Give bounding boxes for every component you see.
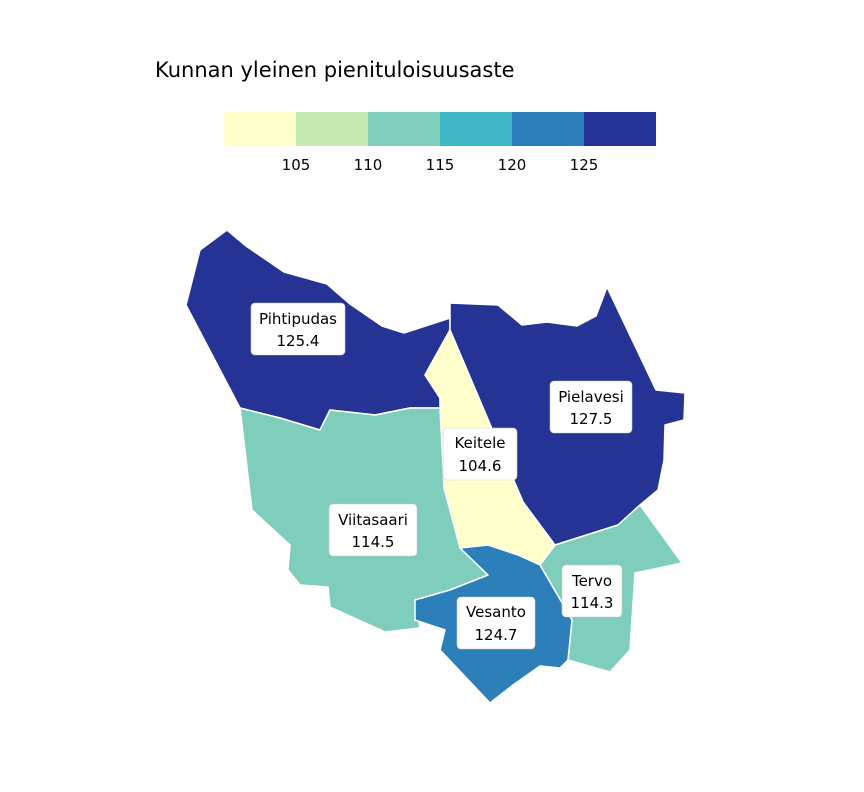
label-box xyxy=(442,427,518,481)
legend-bin xyxy=(368,112,440,146)
legend-bin xyxy=(224,112,296,146)
legend-tick: 120 xyxy=(498,156,527,174)
legend-tick: 125 xyxy=(570,156,599,174)
region-name: Pihtipudas xyxy=(259,310,337,328)
regions xyxy=(185,229,686,704)
legend-bin xyxy=(512,112,584,146)
region-name: Pielavesi xyxy=(558,388,624,406)
label-pihtipudas: Pihtipudas 125.4 xyxy=(250,302,346,356)
region-labels: Pihtipudas 125.4 Pielavesi 127.5 Keitele… xyxy=(250,302,633,650)
region-value: 104.6 xyxy=(459,457,502,475)
label-box xyxy=(250,302,346,356)
region-name: Keitele xyxy=(455,434,506,452)
legend-bin xyxy=(584,112,656,146)
region-value: 124.7 xyxy=(475,626,518,644)
map-title: Kunnan yleinen pienituloisuusaste xyxy=(155,58,515,82)
legend-bin xyxy=(440,112,512,146)
label-pielavesi: Pielavesi 127.5 xyxy=(549,380,633,434)
legend-tick: 110 xyxy=(354,156,383,174)
region-value: 114.3 xyxy=(571,594,614,612)
label-vesanto: Vesanto 124.7 xyxy=(456,596,536,650)
region-value: 114.5 xyxy=(352,533,395,551)
region-value: 125.4 xyxy=(277,332,320,350)
label-tervo: Tervo 114.3 xyxy=(561,564,623,618)
label-box xyxy=(456,596,536,650)
label-keitele: Keitele 104.6 xyxy=(442,427,518,481)
label-box xyxy=(561,564,623,618)
legend-tick: 115 xyxy=(426,156,455,174)
region-value: 127.5 xyxy=(570,410,613,428)
region-name: Viitasaari xyxy=(338,511,408,529)
region-name: Vesanto xyxy=(466,603,526,621)
legend: 105 110 115 120 125 xyxy=(224,112,656,174)
legend-tick: 105 xyxy=(282,156,311,174)
region-name: Tervo xyxy=(571,572,612,590)
label-viitasaari: Viitasaari 114.5 xyxy=(328,503,418,557)
label-box xyxy=(549,380,633,434)
legend-bin xyxy=(296,112,368,146)
label-box xyxy=(328,503,418,557)
